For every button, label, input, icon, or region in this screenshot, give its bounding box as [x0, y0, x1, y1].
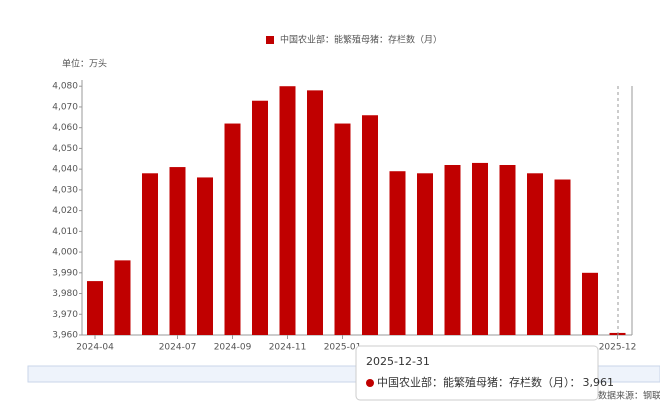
x-tick-label: 2025-01: [324, 343, 362, 353]
bar: [169, 167, 186, 335]
bar: [499, 165, 516, 335]
bar: [444, 165, 461, 335]
y-tick-label: 4,000: [52, 248, 78, 258]
tooltip-label: 中国农业部：能繁殖母猪：存栏数（月）：: [377, 375, 581, 389]
tooltip-dot: [366, 379, 374, 387]
bar: [197, 177, 213, 335]
y-tick-label: 4,020: [52, 206, 78, 216]
y-tick-label: 4,060: [52, 123, 78, 133]
bar: [362, 115, 378, 336]
bar: [389, 171, 406, 335]
bar: [582, 272, 598, 335]
y-tick-label: 3,970: [52, 310, 78, 320]
x-tick-label: 2024-09: [214, 343, 252, 353]
x-tick-label: 2024-11: [269, 343, 307, 353]
bar: [527, 173, 543, 335]
y-tick-label: 4,030: [52, 185, 78, 195]
bar: [334, 123, 351, 335]
tooltip-value: 3,961: [583, 376, 615, 389]
y-tick-label: 4,050: [52, 144, 78, 154]
bar: [417, 173, 433, 335]
bar: [554, 179, 571, 335]
y-tick-label: 4,040: [52, 165, 78, 175]
x-tick-label: 2025-12: [599, 343, 637, 353]
bar: [252, 100, 268, 335]
legend-label[interactable]: 中国农业部：能繁殖母猪：存栏数（月）: [280, 34, 442, 46]
bar: [87, 281, 103, 335]
tooltip: 2025-12-31 中国农业部：能繁殖母猪：存栏数（月）： 3,961: [355, 345, 615, 401]
bar: [224, 123, 241, 335]
x-tick-label: 2024-07: [159, 343, 197, 353]
y-tick-label: 3,990: [52, 268, 78, 278]
tooltip-date: 2025-12-31: [366, 355, 430, 368]
bar: [472, 162, 488, 335]
y-tick-label: 4,070: [52, 102, 78, 112]
x-tick-label: 2024-04: [76, 343, 114, 353]
source: 数据来源：钢联: [598, 390, 660, 402]
tooltip-box: [355, 345, 599, 401]
y-tick-label: 3,980: [52, 289, 78, 299]
y-tick-label: 4,080: [52, 82, 78, 92]
bar: [307, 90, 323, 336]
y-tick-label: 3,960: [52, 331, 78, 341]
unit-label: 单位：万头: [62, 58, 107, 70]
legend-swatch[interactable]: [266, 36, 274, 44]
bar: [114, 260, 131, 335]
bar: [279, 86, 296, 335]
y-tick-label: 4,010: [52, 227, 78, 237]
bar: [142, 173, 158, 335]
